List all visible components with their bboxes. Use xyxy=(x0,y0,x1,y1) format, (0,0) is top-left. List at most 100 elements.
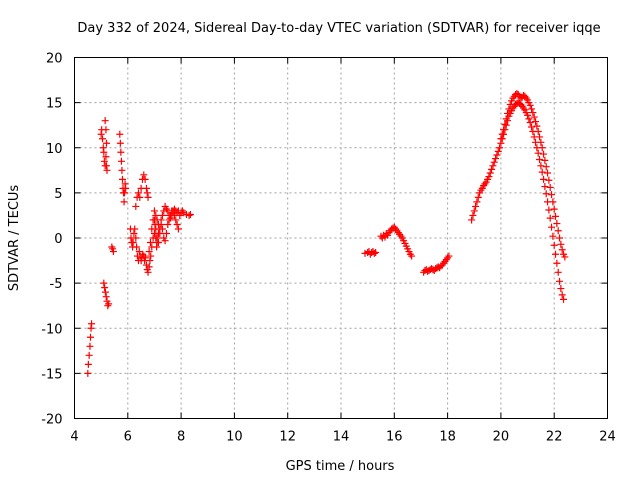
data-point xyxy=(117,157,125,165)
data-point xyxy=(542,190,550,198)
data-point xyxy=(144,193,152,201)
data-point xyxy=(548,191,556,199)
data-point xyxy=(102,153,110,161)
data-point xyxy=(557,285,565,293)
data-point xyxy=(490,158,498,166)
data-point xyxy=(142,184,150,192)
data-point xyxy=(492,155,500,163)
chart-title: Day 332 of 2024, Sidereal Day-to-day VTE… xyxy=(77,21,600,36)
data-point xyxy=(496,144,504,152)
y-tick-label: -20 xyxy=(41,413,62,428)
data-point xyxy=(468,216,476,224)
x-tick-label: 16 xyxy=(386,430,403,445)
data-point xyxy=(116,130,124,138)
data-point xyxy=(540,175,548,183)
data-point xyxy=(122,184,130,192)
data-point xyxy=(86,342,94,350)
data-point xyxy=(143,189,151,197)
data-point xyxy=(540,150,548,158)
data-point xyxy=(528,123,536,131)
data-point xyxy=(486,169,494,177)
series-arc-17 xyxy=(420,252,453,276)
data-point xyxy=(500,126,508,134)
data-point xyxy=(118,175,126,183)
data-point xyxy=(164,220,172,228)
x-tick-label: 20 xyxy=(493,430,510,445)
data-point xyxy=(525,115,533,123)
data-point xyxy=(98,135,106,143)
y-tick-label: -5 xyxy=(50,277,63,292)
data-point xyxy=(533,122,541,130)
data-point xyxy=(552,212,560,220)
data-point xyxy=(150,207,158,215)
data-point xyxy=(168,211,176,219)
data-point xyxy=(558,291,566,299)
data-point xyxy=(116,139,124,147)
x-tick-label: 6 xyxy=(124,430,132,445)
data-point xyxy=(534,128,542,136)
x-tick-label: 18 xyxy=(439,430,456,445)
series-arc-15 xyxy=(361,248,380,258)
data-point xyxy=(146,257,154,265)
data-point xyxy=(474,193,482,201)
data-point xyxy=(134,189,142,197)
data-point xyxy=(174,225,182,233)
data-point xyxy=(85,351,93,359)
series-arc-6.1 xyxy=(126,225,155,276)
data-point xyxy=(529,109,537,117)
data-point xyxy=(488,165,496,173)
data-point xyxy=(145,248,153,256)
data-point xyxy=(157,216,165,224)
y-tick-label: -15 xyxy=(41,367,62,382)
series-arc-5.7 xyxy=(116,130,130,206)
data-point xyxy=(472,202,480,210)
data-point xyxy=(541,183,549,191)
data-point xyxy=(172,216,180,224)
series-arc-6.8b xyxy=(145,207,162,256)
data-point xyxy=(536,155,544,163)
data-point xyxy=(558,246,566,254)
data-point xyxy=(502,115,510,123)
data-point xyxy=(132,202,140,210)
data-point xyxy=(102,126,110,134)
data-point xyxy=(121,189,129,197)
data-point xyxy=(120,198,128,206)
data-point xyxy=(186,211,194,219)
data-point xyxy=(101,288,109,296)
data-point xyxy=(485,173,493,181)
data-point xyxy=(557,240,565,248)
x-tick-label: 8 xyxy=(177,430,185,445)
data-point xyxy=(445,252,453,260)
data-point xyxy=(473,198,481,206)
x-tick-label: 14 xyxy=(333,430,350,445)
y-axis-label: SDTVAR / TECUs xyxy=(7,185,22,292)
data-point xyxy=(185,211,193,219)
data-point xyxy=(501,120,509,128)
data-point xyxy=(147,252,155,260)
data-point xyxy=(537,138,545,146)
data-point xyxy=(493,151,501,159)
data-point xyxy=(505,105,513,113)
data-point xyxy=(162,229,170,237)
x-tick-label: 24 xyxy=(599,430,616,445)
data-points xyxy=(84,90,569,377)
data-point xyxy=(560,295,568,303)
data-point xyxy=(544,169,552,177)
data-point xyxy=(504,109,512,117)
data-point xyxy=(140,171,148,179)
data-point xyxy=(148,225,156,233)
data-point xyxy=(542,163,550,171)
data-point xyxy=(549,198,557,206)
data-point xyxy=(552,250,560,258)
data-point xyxy=(532,118,540,126)
data-point xyxy=(470,207,478,215)
data-point xyxy=(141,175,149,183)
data-point xyxy=(158,211,166,219)
series-arc-4.5 xyxy=(84,320,96,377)
data-point xyxy=(101,117,109,125)
data-point xyxy=(161,237,169,245)
x-axis-label: GPS time / hours xyxy=(286,459,395,474)
data-point xyxy=(88,320,96,328)
data-point xyxy=(104,302,112,310)
axis-ticks: 4 6 8 10 12 14 16 18 20 22 24 -20 -15 -10 -5 0 5 10 15 20 xyxy=(41,52,616,445)
